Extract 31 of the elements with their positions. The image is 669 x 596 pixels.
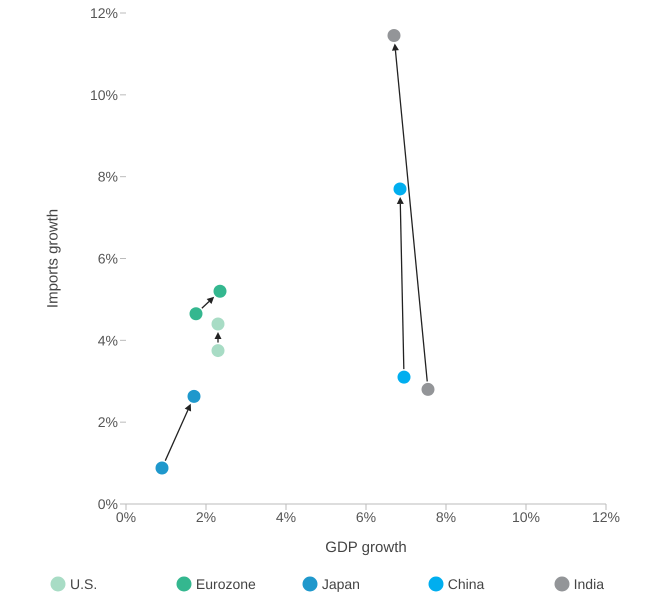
x-tick-label: 4% [276,508,296,525]
x-tick-label: 10% [512,508,540,525]
y-tick-label: 6% [98,250,118,266]
point [214,284,226,298]
point [212,344,224,358]
point [394,182,406,196]
x-tick-label: 2% [196,508,216,525]
point [188,390,200,403]
legend-label: India [572,576,604,592]
x-tick-label: 0% [116,508,136,525]
point [422,382,434,396]
legend-label: Japan [320,576,361,592]
y-tick-label: 0% [98,496,118,512]
y-tick-label: 10% [90,86,118,103]
y-tick-label: 8% [98,168,118,185]
x-tick-label: 6% [356,508,376,525]
x-axis-title: GDP growth [325,539,407,556]
x-tick-label: 8% [436,508,456,525]
point [388,29,400,42]
point [212,317,224,330]
y-tick-label: 12% [90,4,118,21]
x-tick-label: 12% [592,508,620,525]
legend-label: China [446,576,486,592]
y-axis-title: Imports growth [44,208,62,308]
y-tick-label: 4% [98,332,118,348]
legend-label: Eurozone [194,576,257,592]
point [156,461,168,474]
legend-label: U.S. [69,576,98,592]
y-tick-label: 2% [98,414,118,430]
point [398,370,410,384]
point [190,307,202,320]
